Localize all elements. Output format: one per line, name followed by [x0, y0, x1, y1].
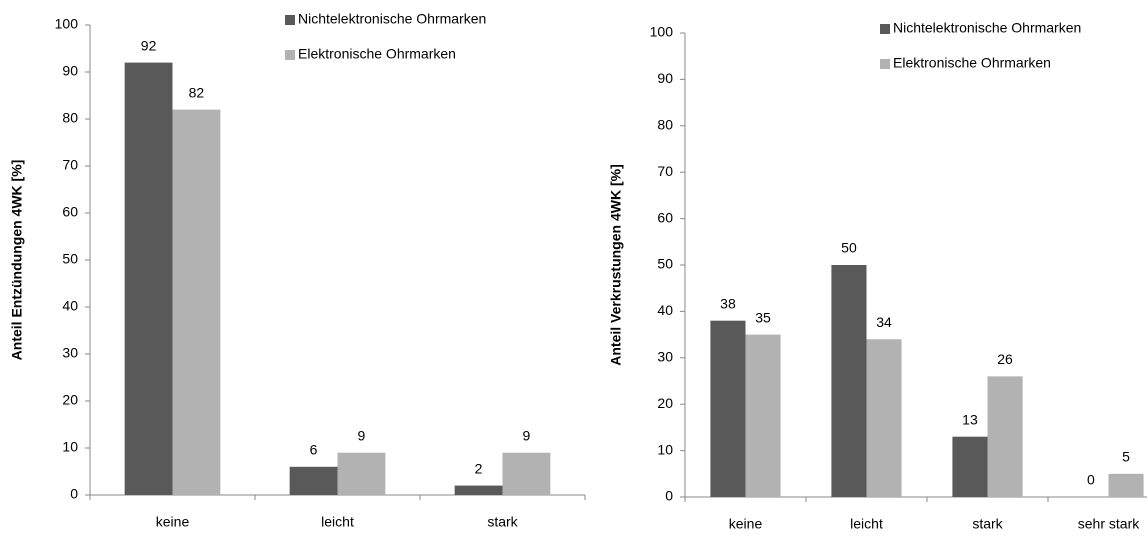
bar [454, 485, 503, 495]
legend-swatch [285, 15, 295, 25]
legend-label: Elektronische Ohrmarken [893, 55, 1051, 71]
bar [124, 62, 173, 495]
bar [172, 109, 221, 495]
y-tick-label: 20 [657, 395, 673, 411]
y-tick-label: 20 [62, 392, 78, 408]
bar [337, 452, 386, 495]
bar [710, 320, 746, 497]
y-axis-title: Anteil Entzündungen 4WK [%] [9, 160, 25, 361]
data-label: 9 [358, 427, 366, 443]
y-tick-label: 60 [62, 204, 78, 220]
data-label: 6 [310, 442, 318, 458]
y-tick-label: 10 [62, 439, 78, 455]
data-label: 26 [997, 351, 1013, 367]
y-tick-label: 80 [62, 110, 78, 126]
data-label: 35 [755, 309, 771, 325]
data-label: 9 [523, 427, 531, 443]
y-tick-label: 30 [657, 349, 673, 365]
y-tick-label: 80 [657, 117, 673, 133]
bar [952, 436, 988, 497]
bar [866, 339, 902, 497]
data-label: 34 [876, 314, 892, 330]
bar [1108, 473, 1144, 497]
x-tick-label: stark [487, 514, 518, 530]
y-tick-label: 100 [55, 16, 79, 32]
data-label: 0 [1087, 472, 1095, 488]
y-tick-label: 70 [62, 157, 78, 173]
y-tick-label: 0 [665, 488, 673, 504]
bar [289, 466, 338, 495]
data-label: 50 [841, 240, 857, 256]
y-tick-label: 30 [62, 345, 78, 361]
legend-label: Elektronische Ohrmarken [298, 46, 456, 62]
legend-swatch [285, 50, 295, 60]
legend-label: Nichtelektronische Ohrmarken [893, 20, 1081, 36]
data-label: 82 [189, 84, 205, 100]
y-tick-label: 50 [657, 256, 673, 272]
x-tick-label: keine [729, 516, 763, 532]
y-tick-label: 40 [657, 302, 673, 318]
bar [502, 452, 551, 495]
legend-label: Nichtelektronische Ohrmarken [298, 11, 486, 27]
x-tick-label: leicht [321, 514, 354, 530]
legend-swatch [880, 59, 890, 69]
y-axis-title: Anteil Verkrustungen 4WK [%] [608, 164, 624, 365]
data-label: 13 [962, 411, 978, 427]
y-tick-label: 40 [62, 298, 78, 314]
x-tick-label: stark [972, 516, 1003, 532]
y-tick-label: 100 [650, 24, 674, 40]
bar [745, 334, 781, 497]
x-tick-label: sehr stark [1078, 516, 1140, 532]
data-label: 5 [1122, 449, 1130, 465]
y-tick-label: 90 [657, 70, 673, 86]
y-tick-label: 60 [657, 209, 673, 225]
data-label: 38 [720, 295, 736, 311]
y-tick-label: 0 [70, 486, 78, 502]
y-tick-label: 50 [62, 251, 78, 267]
bar [831, 265, 867, 497]
x-tick-label: keine [156, 514, 190, 530]
y-tick-label: 90 [62, 63, 78, 79]
data-label: 2 [475, 460, 483, 476]
y-tick-label: 10 [657, 441, 673, 457]
y-tick-label: 70 [657, 163, 673, 179]
x-tick-label: leicht [850, 516, 883, 532]
data-label: 92 [141, 37, 157, 53]
bar [987, 376, 1023, 497]
legend-swatch [880, 24, 890, 34]
